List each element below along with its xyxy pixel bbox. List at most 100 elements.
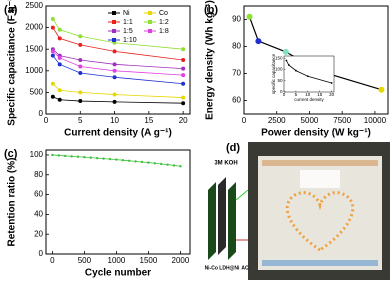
x-tick-label: 15 xyxy=(317,92,323,97)
y-tick-label: 70 xyxy=(232,69,241,78)
data-point xyxy=(112,75,117,80)
y-tick-label: 1000 xyxy=(25,66,43,75)
electrode-label: Ni-Co LDH@Ni xyxy=(205,265,240,271)
data-point xyxy=(172,164,176,167)
legend-label: Co xyxy=(159,10,168,17)
legend-marker xyxy=(148,20,152,24)
data-point xyxy=(76,155,80,158)
x-tick-label: 0 xyxy=(44,116,49,125)
data-point xyxy=(50,94,55,99)
panel-label: (b) xyxy=(204,4,218,16)
electrolyte-label: 3M KOH xyxy=(214,161,237,167)
device-sketch xyxy=(208,177,249,260)
data-point xyxy=(57,62,62,67)
data-point xyxy=(57,97,62,102)
data-point xyxy=(179,165,182,168)
panel-label: (c) xyxy=(4,148,18,160)
x-tick-label: 0 xyxy=(50,256,55,265)
data-point xyxy=(83,155,86,159)
data-point xyxy=(295,69,297,72)
data-point xyxy=(112,99,117,104)
wire xyxy=(235,189,249,201)
data-point xyxy=(78,58,83,62)
data-point xyxy=(181,73,186,78)
x-tick-label: 1500 xyxy=(140,256,158,265)
legend-marker xyxy=(112,20,116,24)
y-tick-label: 100 xyxy=(30,150,44,159)
data-point xyxy=(57,55,62,60)
y-tick-label: 2000 xyxy=(25,23,43,32)
plot-frame xyxy=(45,149,191,255)
data-point xyxy=(282,48,289,55)
x-axis-label: Current density (A g⁻¹) xyxy=(64,128,172,139)
data-point xyxy=(78,64,83,69)
y-axis-label: Retention ratio (%) xyxy=(7,158,18,247)
panel-label: (d) xyxy=(226,142,240,154)
x-tick-label: 10000 xyxy=(364,116,387,125)
data-point xyxy=(78,90,83,95)
panel-label: (a) xyxy=(4,4,18,16)
data-point xyxy=(70,155,73,158)
data-point xyxy=(147,161,150,164)
data-point xyxy=(181,81,186,86)
y-axis-label: Specific capacitance (F g⁻¹) xyxy=(7,0,18,126)
y-tick-label: 80 xyxy=(34,170,43,179)
data-point xyxy=(287,64,290,66)
x-tick-label: 500 xyxy=(78,256,92,265)
data-point xyxy=(112,62,117,67)
data-point xyxy=(50,25,55,30)
electrode-label: AC xyxy=(241,265,249,271)
panel-d: (d) 3M KOH Ni-Co LDH@Ni AC xyxy=(205,142,390,280)
y-tick-label: 40 xyxy=(34,209,43,218)
y-tick-label: 80 xyxy=(232,42,241,51)
data-point xyxy=(57,88,62,93)
data-point xyxy=(181,66,186,71)
y-tick-label: 100 xyxy=(275,67,283,72)
data-point xyxy=(51,153,54,157)
data-point xyxy=(153,162,156,165)
led-heart xyxy=(285,191,355,252)
y-tick-label: 500 xyxy=(30,88,44,97)
data-point xyxy=(112,49,117,54)
x-tick-label: 5 xyxy=(295,92,298,97)
data-point xyxy=(78,42,83,47)
data-point xyxy=(50,81,55,86)
y-tick-label: 0 xyxy=(39,249,44,258)
legend-marker xyxy=(112,11,116,15)
data-point xyxy=(115,158,118,161)
data-point xyxy=(128,159,131,162)
data-point xyxy=(78,34,83,39)
plot-frame xyxy=(45,5,191,115)
data-point xyxy=(50,53,55,58)
data-point xyxy=(166,163,169,166)
x-tick-label: 1000 xyxy=(108,256,126,265)
y-tick-label: 0 xyxy=(280,89,283,94)
y-tick-label: 60 xyxy=(34,190,43,199)
y-tick-label: 50 xyxy=(277,78,283,83)
x-tick-label: 20 xyxy=(179,116,188,125)
legend-label: 1:10 xyxy=(123,37,137,44)
x-axis-label: Cycle number xyxy=(85,268,151,279)
y-tick-label: 150 xyxy=(275,55,283,60)
x-tick-label: 2500 xyxy=(268,116,286,125)
legend-marker xyxy=(112,38,116,42)
x-tick-label: 5 xyxy=(78,116,83,125)
y-axis-label: Energy density (Wh kg⁻¹) xyxy=(205,0,216,120)
data-point xyxy=(181,101,186,106)
data-point xyxy=(181,58,186,62)
data-point xyxy=(246,13,253,20)
data-point xyxy=(102,157,105,160)
data-point xyxy=(57,154,60,157)
x-tick-label: 20 xyxy=(329,92,335,97)
inset-frame xyxy=(283,55,335,93)
data-point xyxy=(89,156,93,159)
y-tick-label: 90 xyxy=(232,15,241,24)
x-tick-label: 10 xyxy=(110,116,119,125)
x-tick-label: 7500 xyxy=(333,116,351,125)
data-point xyxy=(378,86,385,93)
x-tick-label: 5000 xyxy=(301,116,319,125)
rail xyxy=(262,160,378,166)
legend-label: 1:5 xyxy=(123,28,133,35)
data-point xyxy=(285,59,288,62)
x-tick-label: 2000 xyxy=(172,256,190,265)
